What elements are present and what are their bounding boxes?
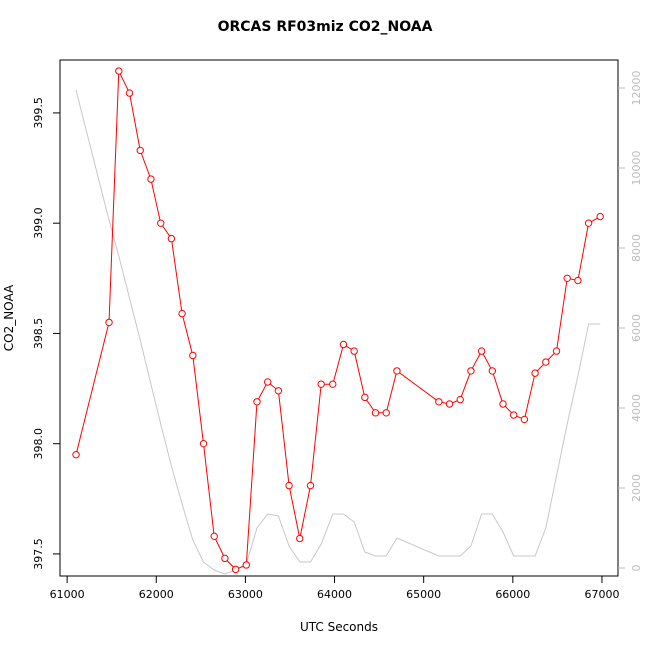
- x-tick-label: 62000: [139, 588, 174, 601]
- x-tick-label: 65000: [406, 588, 441, 601]
- data-point: [488, 367, 497, 375]
- data-point: [274, 387, 283, 395]
- data-point: [552, 347, 561, 355]
- data-point: [329, 380, 337, 388]
- x-axis: 61000 62000 63000 64000 65000 66000 67000: [50, 575, 619, 601]
- data-point: [435, 398, 443, 406]
- x-tick-label: 63000: [228, 588, 263, 601]
- data-point: [542, 358, 550, 366]
- data-point: [199, 439, 208, 448]
- data-point: [115, 67, 123, 75]
- data-point: [105, 318, 113, 327]
- data-point: [189, 351, 197, 360]
- data-point: [317, 380, 325, 388]
- data-point: [167, 234, 176, 243]
- y-tick-label: 398.5: [32, 318, 45, 350]
- y-axis-right: 0 2000 4000 6000 8000 10000 12000: [618, 71, 643, 572]
- y-tick-label: 397.5: [32, 538, 45, 570]
- y2-tick-label: 0: [630, 565, 643, 572]
- data-point: [157, 219, 165, 227]
- data-point: [285, 481, 293, 490]
- y-tick-label: 399.5: [32, 97, 45, 129]
- data-point: [510, 411, 518, 419]
- data-point: [371, 409, 380, 417]
- y-axis-left: 397.5 398.0 398.5 399.0 399.5: [32, 97, 60, 570]
- data-point: [221, 554, 229, 563]
- data-point: [263, 378, 272, 386]
- data-point: [574, 276, 582, 285]
- data-point: [296, 534, 304, 543]
- y2-tick-label: 10000: [630, 151, 643, 186]
- data-point: [531, 369, 539, 377]
- data-point: [563, 274, 571, 283]
- data-point: [445, 400, 454, 408]
- data-point: [350, 347, 358, 355]
- y2-tick-label: 12000: [630, 71, 643, 106]
- data-point: [231, 565, 240, 574]
- data-point: [339, 340, 348, 349]
- x-tick-label: 67000: [584, 588, 619, 601]
- series-line-left: [75, 70, 601, 570]
- data-point: [147, 175, 155, 183]
- x-axis-title: UTC Seconds: [300, 620, 378, 634]
- data-point: [456, 395, 464, 404]
- y-tick-label: 398.0: [32, 428, 45, 460]
- x-tick-label: 61000: [50, 588, 85, 601]
- data-point: [210, 532, 218, 541]
- y-tick-label: 399.0: [32, 207, 45, 239]
- data-point: [178, 309, 186, 318]
- y2-tick-label: 6000: [630, 314, 643, 342]
- data-point: [242, 561, 250, 569]
- y2-tick-label: 8000: [630, 234, 643, 262]
- data-point: [499, 400, 507, 408]
- plot-frame: [59, 59, 619, 577]
- data-point: [125, 89, 134, 97]
- data-point: [520, 415, 529, 424]
- data-point: [72, 451, 80, 459]
- data-point: [477, 347, 486, 355]
- data-point: [596, 212, 604, 221]
- series-layer: [72, 67, 604, 575]
- data-point: [253, 398, 261, 406]
- data-point: [393, 367, 401, 375]
- x-tick-label: 64000: [317, 588, 352, 601]
- data-point: [136, 146, 144, 155]
- data-point: [382, 409, 390, 417]
- series-line-right: [75, 89, 601, 575]
- data-point: [584, 219, 593, 227]
- y2-tick-label: 2000: [630, 474, 643, 502]
- data-point: [306, 481, 315, 490]
- x-tick-label: 66000: [495, 588, 530, 601]
- data-point: [361, 393, 369, 402]
- y2-tick-label: 4000: [630, 394, 643, 422]
- chart-title: ORCAS RF03miz CO2_NOAA: [217, 19, 433, 35]
- y-axis-title: CO2_NOAA: [2, 284, 16, 351]
- data-point: [467, 367, 475, 375]
